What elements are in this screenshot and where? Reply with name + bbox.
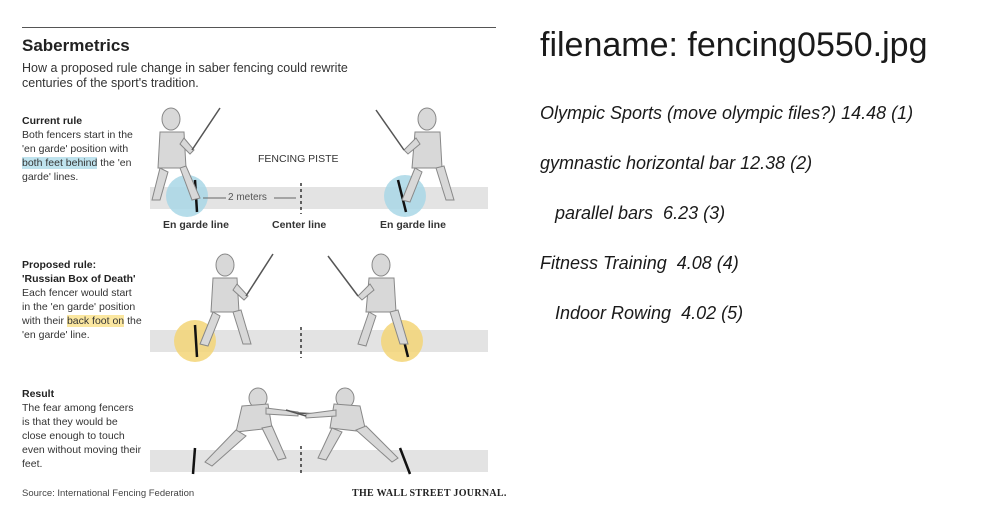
fencer-right-proposed bbox=[357, 253, 409, 347]
center-line-label: Center line bbox=[272, 219, 327, 231]
fencer-left-result bbox=[204, 387, 299, 467]
fencing-piste-label: FENCING PISTE bbox=[258, 153, 339, 165]
prediction-5: Indoor Rowing 4.02 (5) bbox=[540, 303, 744, 323]
current-rule-heading: Current rule bbox=[22, 115, 83, 127]
saber-right-current bbox=[375, 109, 405, 151]
filename-heading: filename: fencing0550.jpg bbox=[540, 26, 928, 64]
fencing-illustration bbox=[150, 107, 488, 476]
en-garde-line-left-label: En garde line bbox=[163, 219, 229, 231]
proposed-rule-highlight: back foot on bbox=[66, 315, 125, 327]
infographic-title: Sabermetrics bbox=[22, 36, 130, 55]
result-block: Result The fear among fencers is that th… bbox=[22, 387, 142, 471]
source-note: Source: International Fencing Federation bbox=[22, 488, 195, 499]
fencer-left-proposed bbox=[199, 253, 252, 347]
top-rule bbox=[22, 27, 496, 28]
prediction-3: parallel bars 6.23 (3) bbox=[540, 203, 726, 223]
piste-strip-result bbox=[150, 450, 488, 472]
infographic-subtitle: How a proposed rule change in saber fenc… bbox=[22, 61, 348, 90]
proposed-rule-heading-1: Proposed rule: bbox=[22, 259, 97, 271]
saber-right-proposed bbox=[327, 255, 359, 297]
prediction-4: Fitness Training 4.08 (4) bbox=[540, 253, 739, 273]
proposed-rule-heading-2: 'Russian Box of Death' bbox=[22, 273, 136, 285]
prediction-2: gymnastic horizontal bar 12.38 (2) bbox=[540, 153, 813, 173]
saber-right-result bbox=[285, 409, 307, 417]
result-text: The fear among fencers is that they woul… bbox=[22, 402, 142, 470]
proposed-rule-block: Proposed rule: 'Russian Box of Death' Ea… bbox=[22, 258, 142, 342]
fencer-right-result bbox=[305, 387, 399, 463]
proposed-rule-text: Each fencer would start in the 'en garde… bbox=[22, 287, 136, 327]
saber-left-proposed bbox=[245, 253, 274, 297]
current-rule-block: Current rule Both fencers start in the '… bbox=[22, 114, 142, 184]
current-rule-highlight: both feet behind bbox=[22, 157, 98, 169]
en-garde-line-right-current bbox=[396, 179, 408, 213]
infographic: Sabermetrics How a proposed rule change … bbox=[22, 27, 507, 499]
result-heading: Result bbox=[22, 388, 55, 400]
en-garde-line-right-result bbox=[398, 447, 412, 475]
saber-left-current bbox=[191, 107, 221, 151]
distance-label: 2 meters bbox=[228, 192, 267, 203]
publisher-logo: THE WALL STREET JOURNAL. bbox=[352, 488, 507, 499]
current-rule-text: Both fencers start in the 'en garde' pos… bbox=[22, 129, 133, 155]
en-garde-line-left-proposed bbox=[193, 324, 199, 358]
en-garde-line-left-result bbox=[191, 447, 197, 475]
en-garde-line-right-label: En garde line bbox=[380, 219, 446, 231]
proposed-rule-text-end: the 'en garde' line. bbox=[22, 315, 142, 341]
fencer-left-current bbox=[151, 107, 201, 201]
prediction-1: Olympic Sports (move olympic files?) 14.… bbox=[540, 103, 914, 123]
current-rule-text-end: the 'en garde' lines. bbox=[22, 157, 132, 183]
fencer-right-current bbox=[401, 107, 455, 203]
